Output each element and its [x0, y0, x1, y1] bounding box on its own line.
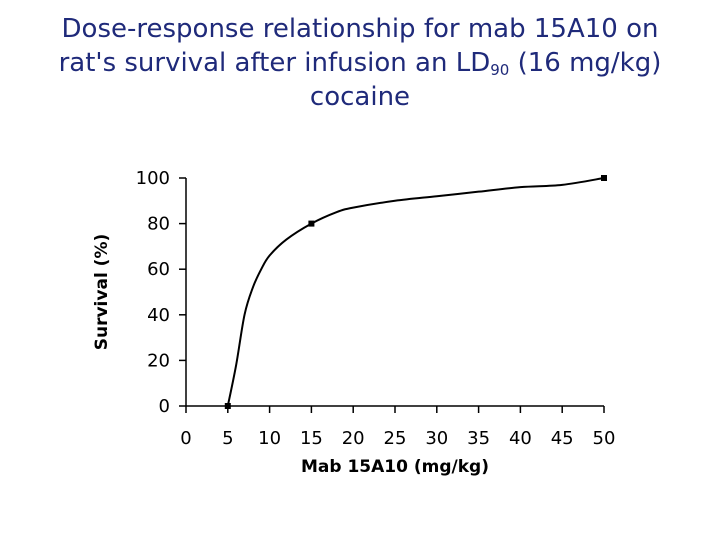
x-tick-label: 45 — [551, 428, 574, 449]
x-tick-label: 35 — [467, 428, 490, 449]
slide-title: Dose-response relationship for mab 15A10… — [0, 12, 720, 114]
title-line-2-end: (16 mg/kg) — [509, 48, 662, 78]
y-tick-label: 60 — [147, 259, 170, 280]
y-tick-label: 20 — [147, 350, 170, 371]
title-line-2: rat's survival after infusion an LD90 (1… — [0, 46, 720, 80]
x-tick-label: 25 — [384, 428, 407, 449]
x-tick-label: 20 — [342, 428, 365, 449]
x-tick-label: 40 — [509, 428, 532, 449]
y-tick-label: 0 — [159, 396, 170, 417]
title-subscript: 90 — [490, 61, 510, 79]
tick-marks: 0 20 40 60 80 100 0 5 10 15 20 25 30 35 40 45 50 — [136, 168, 616, 449]
survival-curve-group — [226, 177, 605, 407]
data-point — [601, 175, 607, 181]
axes — [185, 178, 604, 407]
data-point — [224, 403, 231, 409]
y-tick-label: 80 — [147, 214, 170, 235]
x-axis-title: Mab 15A10 (mg/kg) — [301, 457, 489, 477]
title-line-1: Dose-response relationship for mab 15A10… — [61, 14, 659, 44]
x-tick-label: 50 — [593, 428, 616, 449]
survival-curve — [226, 177, 605, 407]
x-tick-label: 10 — [258, 428, 281, 449]
title-line-3: cocaine — [309, 82, 411, 112]
x-tick-label: 5 — [222, 428, 233, 449]
x-tick-label: 0 — [180, 428, 191, 449]
data-markers — [224, 175, 607, 409]
y-tick-label: 40 — [147, 305, 170, 326]
data-point — [308, 220, 315, 227]
x-tick-label: 15 — [300, 428, 323, 449]
title-line-2-text: rat's survival after infusion an LD — [58, 48, 491, 78]
y-axis-title: Survival (%) — [92, 234, 112, 351]
x-tick-label: 30 — [425, 428, 448, 449]
y-tick-label: 100 — [136, 168, 170, 189]
